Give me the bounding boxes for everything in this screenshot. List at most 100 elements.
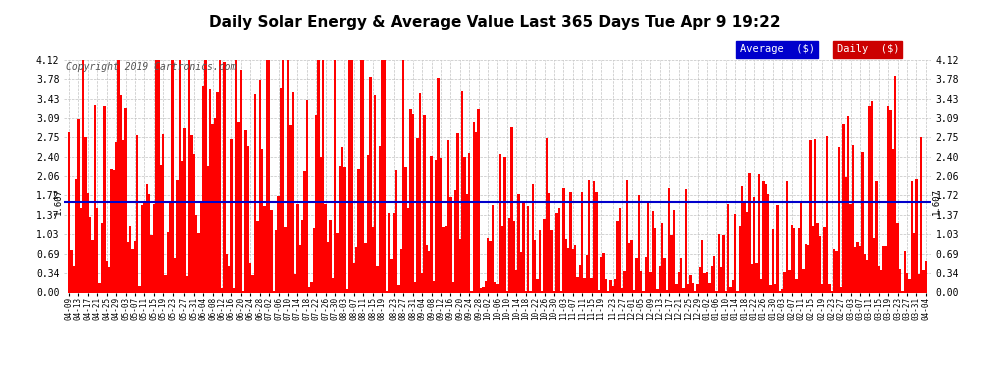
- Bar: [463, 157, 465, 292]
- Bar: [258, 80, 261, 292]
- Bar: [576, 277, 579, 292]
- Bar: [743, 202, 745, 292]
- Bar: [677, 272, 680, 292]
- Bar: [129, 226, 132, 292]
- Bar: [899, 268, 901, 292]
- Bar: [458, 240, 461, 292]
- Bar: [614, 279, 617, 292]
- Bar: [548, 192, 550, 292]
- Bar: [541, 291, 544, 292]
- Bar: [552, 291, 555, 292]
- Bar: [793, 228, 795, 292]
- Bar: [238, 122, 240, 292]
- Bar: [920, 137, 923, 292]
- Bar: [723, 235, 725, 292]
- Bar: [532, 184, 534, 292]
- Bar: [251, 275, 253, 292]
- Bar: [299, 245, 301, 292]
- Bar: [195, 215, 197, 292]
- Bar: [162, 134, 164, 292]
- Bar: [588, 180, 590, 292]
- Bar: [833, 249, 836, 292]
- Bar: [844, 177, 847, 292]
- Bar: [680, 258, 682, 292]
- Bar: [704, 273, 706, 292]
- Bar: [125, 108, 127, 292]
- Bar: [513, 221, 515, 292]
- Bar: [313, 228, 315, 292]
- Bar: [522, 202, 525, 292]
- Bar: [243, 291, 245, 292]
- Bar: [757, 174, 760, 292]
- Bar: [636, 258, 638, 292]
- Bar: [807, 244, 810, 292]
- Bar: [320, 157, 322, 292]
- Bar: [139, 286, 141, 292]
- Bar: [781, 289, 783, 292]
- Bar: [294, 274, 296, 292]
- Bar: [619, 208, 621, 292]
- Bar: [287, 60, 289, 292]
- Bar: [814, 139, 817, 292]
- Bar: [70, 250, 72, 292]
- Bar: [113, 170, 115, 292]
- Bar: [624, 271, 626, 292]
- Bar: [701, 240, 704, 292]
- Bar: [651, 211, 654, 292]
- Bar: [475, 132, 477, 292]
- Bar: [200, 201, 202, 292]
- Bar: [555, 213, 557, 292]
- Bar: [925, 261, 927, 292]
- Bar: [256, 220, 258, 292]
- Bar: [675, 284, 677, 292]
- Bar: [164, 275, 166, 292]
- Bar: [730, 287, 732, 292]
- Bar: [836, 251, 838, 292]
- Bar: [802, 269, 805, 292]
- Bar: [583, 278, 586, 292]
- Bar: [405, 166, 407, 292]
- Bar: [534, 240, 537, 292]
- Bar: [640, 271, 643, 292]
- Bar: [468, 153, 470, 292]
- Bar: [496, 284, 499, 292]
- Bar: [253, 94, 256, 292]
- Bar: [202, 86, 204, 292]
- Bar: [306, 100, 308, 292]
- Bar: [854, 247, 856, 292]
- Bar: [407, 207, 409, 292]
- Bar: [887, 106, 889, 292]
- Bar: [390, 260, 393, 292]
- Bar: [381, 60, 383, 292]
- Bar: [906, 273, 908, 292]
- Text: 1.607: 1.607: [933, 188, 941, 215]
- Bar: [141, 205, 144, 292]
- Bar: [539, 230, 541, 292]
- Bar: [658, 266, 661, 292]
- Bar: [897, 223, 899, 292]
- Bar: [438, 78, 440, 292]
- Bar: [482, 287, 484, 292]
- Bar: [240, 70, 243, 292]
- Bar: [764, 184, 767, 292]
- Bar: [348, 60, 350, 292]
- Bar: [494, 282, 496, 292]
- Bar: [204, 60, 207, 292]
- Bar: [694, 291, 696, 292]
- Bar: [216, 92, 219, 292]
- Bar: [880, 270, 882, 292]
- Bar: [706, 273, 708, 292]
- Bar: [388, 213, 390, 292]
- Bar: [725, 291, 727, 292]
- Bar: [824, 227, 826, 292]
- Bar: [308, 287, 310, 292]
- Bar: [916, 179, 918, 292]
- Bar: [638, 195, 640, 292]
- Bar: [352, 263, 355, 292]
- Bar: [755, 263, 757, 292]
- Bar: [819, 237, 821, 292]
- Bar: [499, 154, 501, 292]
- Bar: [228, 266, 231, 292]
- Bar: [332, 278, 334, 292]
- Bar: [68, 132, 70, 292]
